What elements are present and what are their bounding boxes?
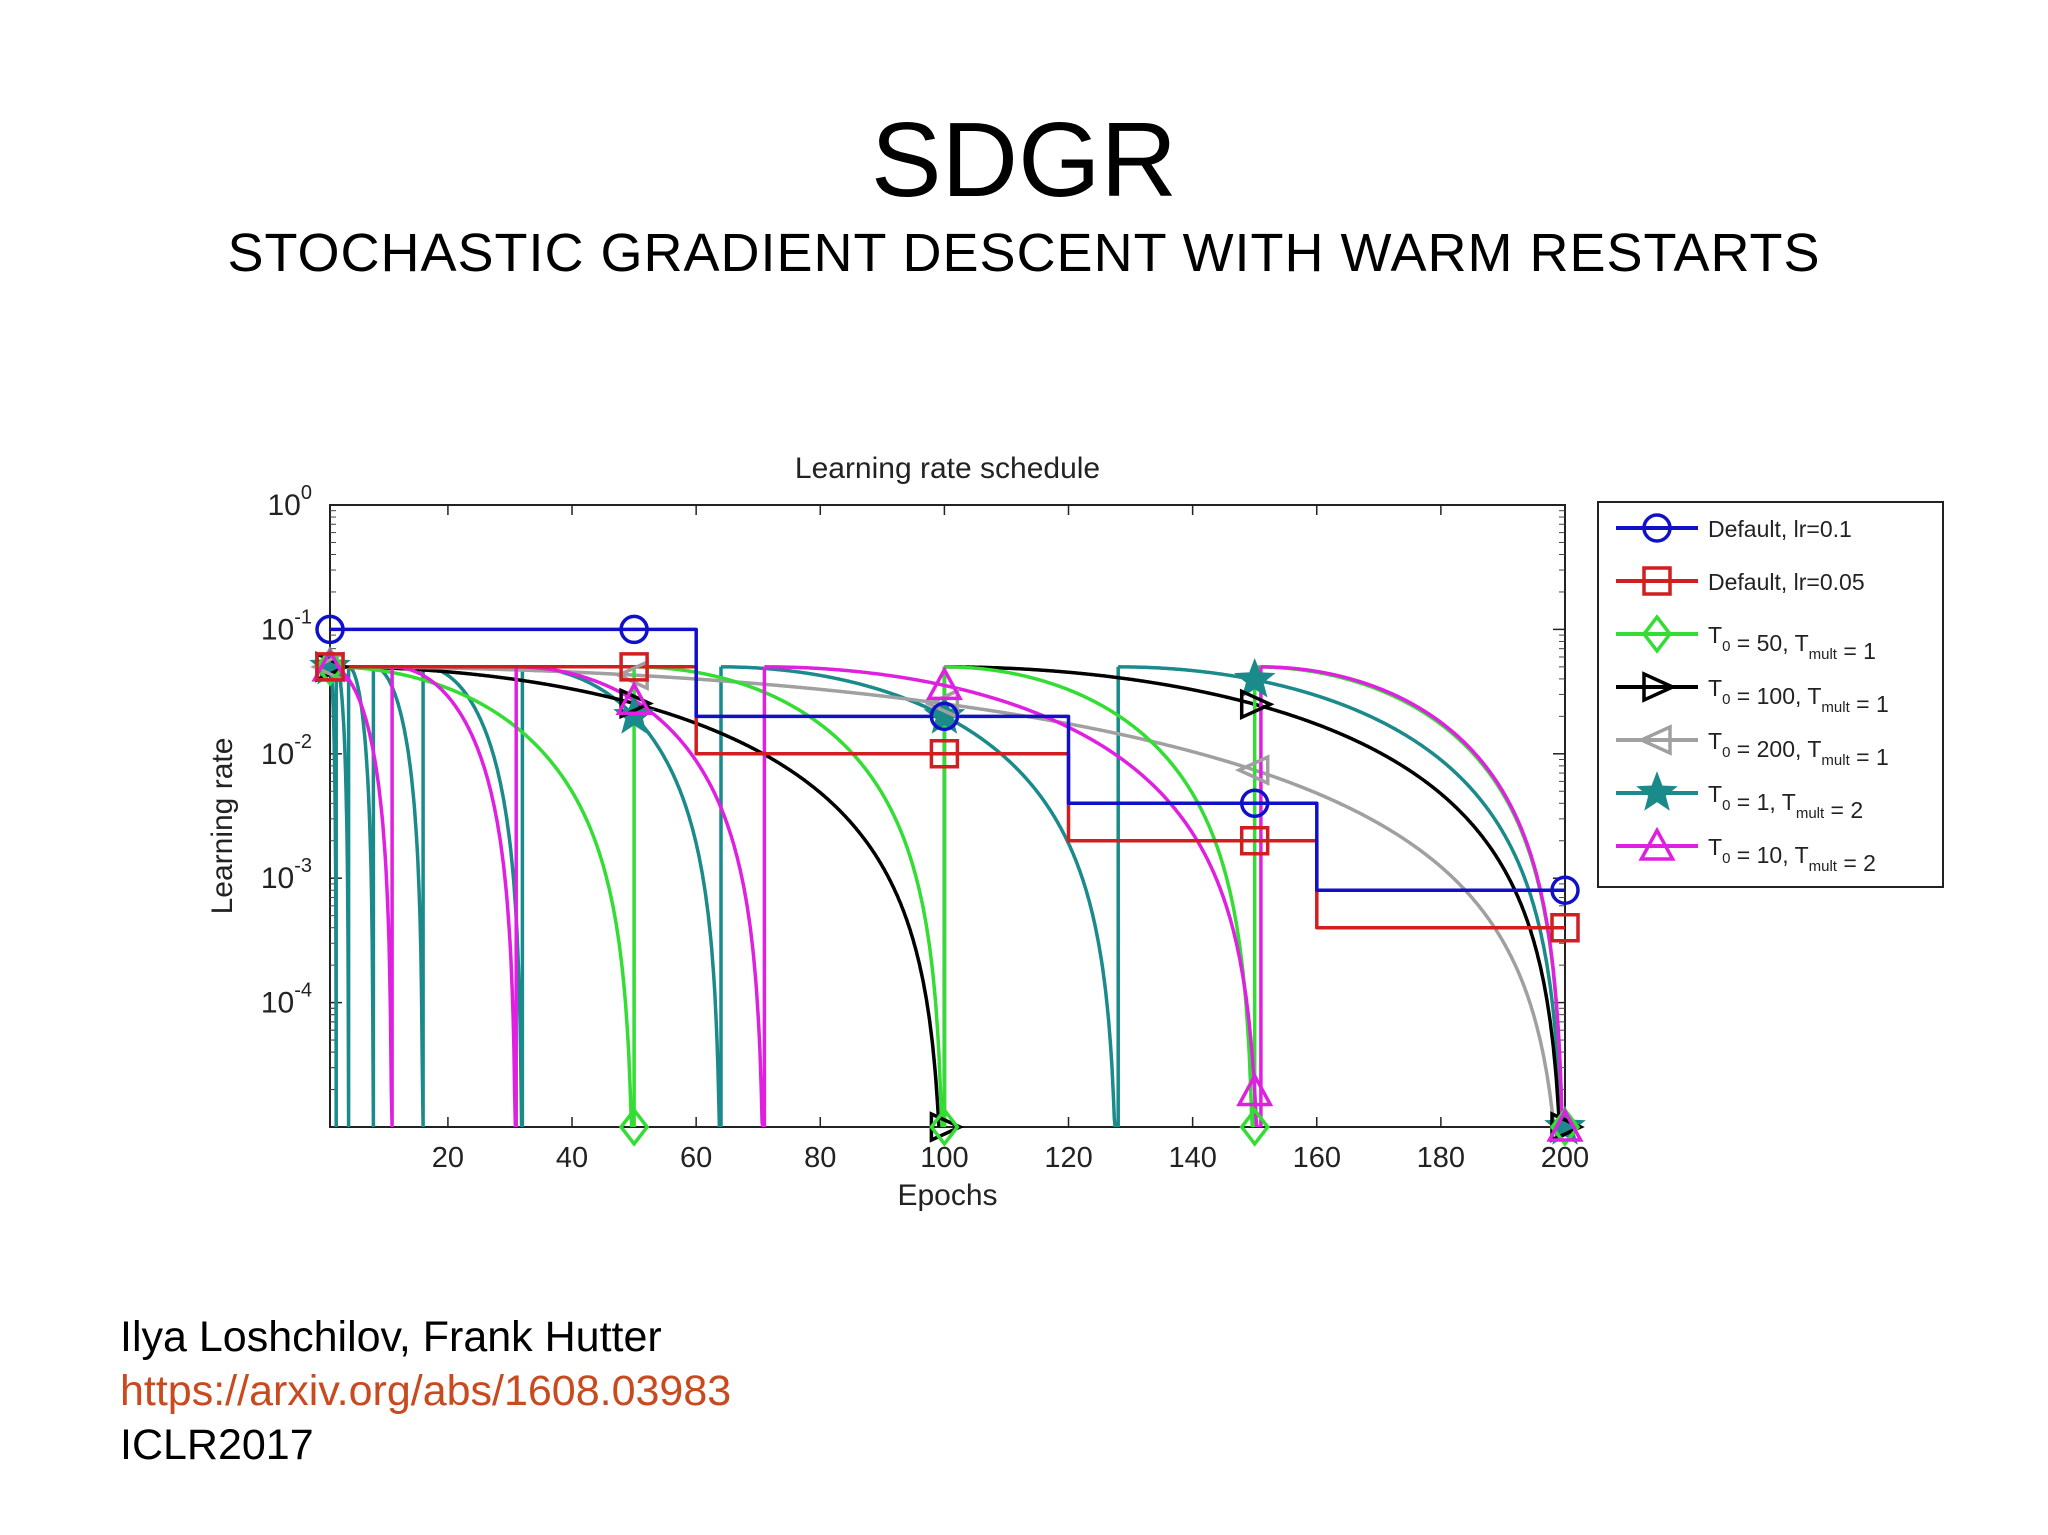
credits: Ilya Loshchilov, Frank Hutter https://ar… <box>120 1310 731 1472</box>
series-marker <box>619 687 654 720</box>
legend-label: Default, lr=0.1 <box>1708 516 1852 542</box>
venue: ICLR2017 <box>120 1421 314 1469</box>
authors: Ilya Loshchilov, Frank Hutter <box>120 1313 662 1361</box>
series-marker <box>1233 657 1276 698</box>
y-tick-label: 10-4 <box>261 980 312 1020</box>
series-markers-1 <box>315 614 1580 906</box>
series-marker <box>925 666 963 701</box>
series-marker <box>1550 912 1580 943</box>
series-3 <box>330 665 1565 1127</box>
x-tick-label: 180 <box>1417 1142 1465 1174</box>
x-tick-label: 200 <box>1541 1142 1589 1174</box>
x-tick-label: 20 <box>432 1142 464 1174</box>
x-tick-label: 40 <box>556 1142 588 1174</box>
series-marker <box>1234 754 1270 786</box>
series-marker <box>619 652 649 682</box>
legend-item: T0 = 1, Tmult = 2 <box>1616 771 1863 823</box>
series-markers-3 <box>314 647 1581 1147</box>
series-marker <box>315 614 345 645</box>
series-marker <box>1549 1107 1581 1147</box>
legend-item: Default, lr=0.05 <box>1616 566 1865 596</box>
legend-label: T0 = 10, Tmult = 2 <box>1708 834 1876 876</box>
y-tick-label: 10-2 <box>261 731 312 771</box>
series-marker <box>314 647 346 687</box>
y-tick-label: 10-3 <box>261 855 312 895</box>
series-marker <box>1239 688 1275 721</box>
series-marker <box>315 652 345 682</box>
x-tick-label: 100 <box>920 1142 968 1174</box>
series-marker <box>929 739 960 769</box>
x-tick-label: 120 <box>1044 1142 1092 1174</box>
series-line <box>330 627 1565 893</box>
legend-marker <box>1637 724 1672 756</box>
legend-label: Default, lr=0.05 <box>1708 569 1865 595</box>
legend-item: T0 = 10, Tmult = 2 <box>1616 826 1876 876</box>
series-7 <box>330 665 1565 1127</box>
legend-marker <box>1636 771 1678 811</box>
legend-label: T0 = 50, Tmult = 1 <box>1708 622 1876 664</box>
series-marker <box>1239 826 1270 856</box>
series-marker <box>1236 1072 1274 1107</box>
series-marker <box>1550 875 1580 906</box>
series-marker <box>618 1107 650 1147</box>
y-tick-label: 100 <box>268 482 313 522</box>
x-tick-label: 140 <box>1168 1142 1216 1174</box>
chart-title: Learning rate schedule <box>795 452 1100 485</box>
legend-marker <box>1642 566 1672 596</box>
series-marker <box>1546 1107 1584 1142</box>
legend: Default, lr=0.1 Default, lr=0.05 T0 = 50, … <box>1597 501 1944 888</box>
legend-label: T0 = 100, Tmult = 1 <box>1708 675 1889 717</box>
legend-item: T0 = 100, Tmult = 1 <box>1616 671 1889 717</box>
x-tick-label: 60 <box>680 1142 712 1174</box>
series-1 <box>330 627 1565 893</box>
legend-item: T0 = 200, Tmult = 1 <box>1616 724 1889 770</box>
plot-frame <box>329 504 1566 1128</box>
x-axis-label: Epochs <box>897 1179 997 1212</box>
legend-label: T0 = 1, Tmult = 2 <box>1708 781 1863 823</box>
series-marker <box>929 701 960 732</box>
legend-marker <box>1642 513 1672 543</box>
paper-link[interactable]: https://arxiv.org/abs/1608.03983 <box>120 1367 732 1415</box>
legend-label: T0 = 200, Tmult = 1 <box>1708 728 1889 770</box>
series-marker <box>619 614 649 645</box>
series-marker <box>1239 788 1270 819</box>
legend-item: Default, lr=0.1 <box>1616 513 1852 543</box>
legend-marker <box>1642 671 1677 703</box>
series-line <box>330 665 1565 1127</box>
legend-marker <box>1638 826 1676 861</box>
y-tick-label: 10-1 <box>261 606 312 646</box>
series-markers-2 <box>315 652 1580 943</box>
slide-subtitle: STOCHASTIC GRADIENT DESCENT WITH WARM RE… <box>227 223 1821 283</box>
x-tick-label: 80 <box>804 1142 836 1174</box>
legend-item: T0 = 50, Tmult = 1 <box>1616 614 1876 664</box>
series-marker <box>1239 1107 1270 1147</box>
series-marker <box>929 1107 960 1147</box>
x-tick-label: 160 <box>1293 1142 1341 1174</box>
y-axis-label: Learning rate <box>206 738 239 915</box>
legend-marker <box>1641 614 1673 654</box>
slide-title: SDGR <box>870 101 1178 219</box>
series-marker <box>615 680 653 715</box>
series-line <box>330 665 1565 1127</box>
